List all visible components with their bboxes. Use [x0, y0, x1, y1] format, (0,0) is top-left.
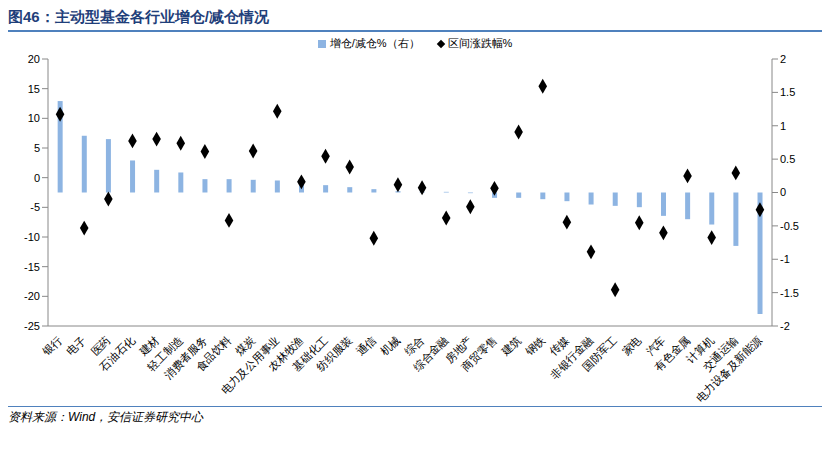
svg-text:5: 5 [34, 142, 40, 154]
html-text:区间涨跌幅%: 区间涨跌幅% [447, 37, 513, 49]
svg-text:银行: 银行 [40, 334, 65, 359]
html-text:图46：主动型基金各行业增仓/减仓情况: 图46：主动型基金各行业增仓/减仓情况 [8, 8, 269, 25]
svg-text:0: 0 [34, 172, 40, 184]
svg-text:-25: -25 [24, 320, 40, 332]
svg-text:传媒: 传媒 [547, 333, 572, 358]
svg-text:商贸零售: 商贸零售 [459, 334, 499, 374]
svg-text:综合金融: 综合金融 [411, 334, 451, 374]
html-text:资料来源：Wind，安信证券研究中心: 资料来源：Wind，安信证券研究中心 [8, 410, 204, 424]
svg-text:-1: -1 [780, 253, 790, 265]
svg-text:电力及公用事业: 电力及公用事业 [218, 333, 282, 397]
svg-text:轻工制造: 轻工制造 [145, 333, 185, 374]
svg-text:食品饮料: 食品饮料 [194, 334, 234, 374]
svg-text:1: 1 [780, 120, 786, 132]
svg-text:煤炭: 煤炭 [233, 333, 258, 358]
svg-text:1.5: 1.5 [780, 86, 795, 98]
svg-text:-10: -10 [24, 231, 40, 243]
svg-text:-15: -15 [24, 261, 40, 273]
svg-text:有色金属: 有色金属 [652, 334, 692, 374]
svg-text:-20: -20 [24, 290, 40, 302]
svg-text:纺织服装: 纺织服装 [314, 334, 354, 374]
svg-text:-1.5: -1.5 [780, 287, 799, 299]
svg-text:10: 10 [28, 112, 40, 124]
svg-text:0.5: 0.5 [780, 153, 795, 165]
svg-text:-2: -2 [780, 320, 790, 332]
svg-text:房地产: 房地产 [442, 333, 475, 366]
svg-text:15: 15 [28, 83, 40, 95]
svg-text:建筑: 建筑 [498, 334, 523, 359]
svg-text:电力设备及新能源: 电力设备及新能源 [693, 334, 764, 405]
svg-text:2: 2 [780, 53, 786, 65]
svg-text:电子: 电子 [64, 334, 88, 358]
svg-text:-0.5: -0.5 [780, 220, 799, 232]
svg-text:农林牧渔: 农林牧渔 [266, 333, 306, 374]
svg-text:交通运输: 交通运输 [700, 333, 740, 374]
svg-text:20: 20 [28, 53, 40, 65]
svg-text:家电: 家电 [619, 334, 643, 358]
svg-text:建材: 建材 [136, 333, 161, 358]
svg-text:基础化工: 基础化工 [290, 333, 330, 374]
svg-text:非银行金融: 非银行金融 [547, 333, 596, 382]
svg-text:消费者服务: 消费者服务 [161, 333, 210, 382]
svg-text:机械: 机械 [378, 334, 402, 358]
html-text:增仓/减仓%（右）: 增仓/减仓%（右） [329, 37, 420, 49]
svg-text:-5: -5 [30, 201, 40, 213]
svg-text:通信: 通信 [354, 334, 378, 358]
svg-text:医药: 医药 [88, 333, 113, 358]
svg-text:0: 0 [780, 186, 786, 198]
svg-text:汽车: 汽车 [643, 333, 668, 358]
svg-text:计算机: 计算机 [684, 333, 716, 366]
svg-text:国防军工: 国防军工 [580, 334, 620, 374]
svg-text:钢铁: 钢铁 [522, 334, 547, 359]
svg-text:石油石化: 石油石化 [97, 334, 137, 374]
